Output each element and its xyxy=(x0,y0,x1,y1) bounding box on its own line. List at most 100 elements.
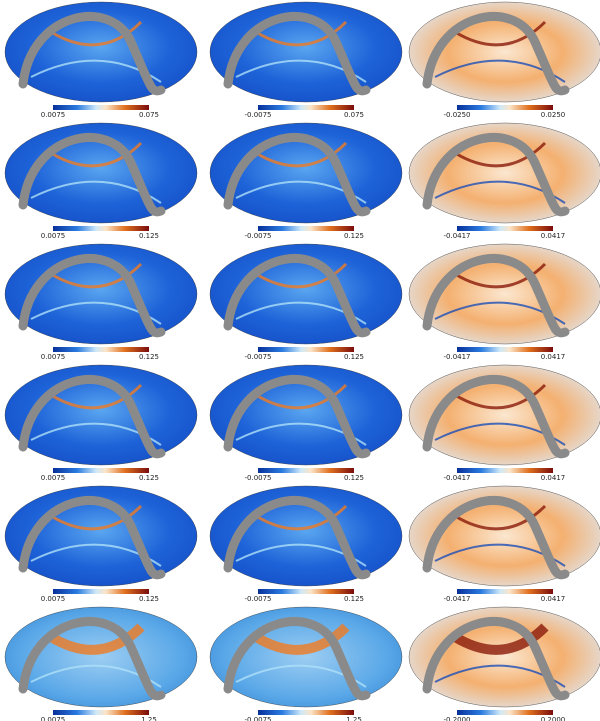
mask-arc xyxy=(223,12,371,96)
colorbar-max-label: 1.25 xyxy=(141,716,157,721)
colorbar-max-label: 0.125 xyxy=(344,474,364,482)
colorbar xyxy=(457,589,553,594)
panel: -0.0250 0.0250 xyxy=(408,1,600,119)
colorbar-min-label: -0.0075 xyxy=(244,595,271,603)
colorbar-min-label: -0.0075 xyxy=(244,474,271,482)
map-feature xyxy=(255,504,348,531)
colorbar-max-label: 0.125 xyxy=(344,353,364,361)
map-feature xyxy=(454,20,547,47)
panel: 0.0075 0.075 xyxy=(4,1,198,119)
colorbar-max-label: 0.075 xyxy=(344,111,364,119)
mask-arc xyxy=(422,12,570,96)
mask-arc xyxy=(18,496,166,580)
colorbar-min-label: -0.0417 xyxy=(443,595,470,603)
panel: -0.0075 0.125 xyxy=(209,122,403,240)
panel: -0.0075 1.25 xyxy=(209,606,403,721)
colorbar-min-label: -0.0075 xyxy=(244,353,271,361)
colorbar-min-label: -0.0417 xyxy=(443,353,470,361)
colorbar-max-label: 0.0417 xyxy=(541,474,566,482)
panel: -0.2000 0.2000 xyxy=(408,606,600,721)
colorbar-min-label: -0.0417 xyxy=(443,474,470,482)
panel: -0.0417 0.0417 xyxy=(408,243,600,361)
panel: -0.0075 0.125 xyxy=(209,243,403,361)
colorbar xyxy=(258,105,354,110)
map-feature xyxy=(48,623,145,655)
colorbar xyxy=(457,226,553,231)
map-feature xyxy=(253,623,350,655)
colorbar-min-label: 0.0075 xyxy=(41,716,66,721)
colorbar-max-label: 0.0250 xyxy=(541,111,566,119)
mask-arc xyxy=(223,375,371,459)
panel: -0.0075 0.125 xyxy=(209,364,403,482)
panel: 0.0075 0.125 xyxy=(4,364,198,482)
colorbar xyxy=(457,347,553,352)
mask-arc xyxy=(18,375,166,459)
panel: -0.0417 0.0417 xyxy=(408,485,600,603)
panel: -0.0417 0.0417 xyxy=(408,364,600,482)
colorbar xyxy=(457,468,553,473)
panel: 0.0075 0.125 xyxy=(4,485,198,603)
colorbar-max-label: 0.0417 xyxy=(541,232,566,240)
map-feature xyxy=(50,262,143,289)
map-feature xyxy=(454,504,547,531)
mask-arc xyxy=(18,12,166,96)
map-feature xyxy=(452,623,549,655)
colorbar-min-label: -0.0417 xyxy=(443,232,470,240)
colorbar-max-label: 1.25 xyxy=(346,716,362,721)
colorbar-max-label: 0.075 xyxy=(139,111,159,119)
map-feature xyxy=(50,504,143,531)
colorbar-min-label: -0.0075 xyxy=(244,232,271,240)
colorbar xyxy=(53,468,149,473)
map-feature xyxy=(50,383,143,410)
colorbar xyxy=(53,710,149,715)
colorbar-min-label: 0.0075 xyxy=(41,353,66,361)
panel: 0.0075 0.125 xyxy=(4,243,198,361)
colorbar-min-label: -0.0075 xyxy=(244,716,271,721)
mask-arc xyxy=(223,254,371,338)
colorbar xyxy=(53,105,149,110)
map-feature xyxy=(454,262,547,289)
panel: -0.0075 0.125 xyxy=(209,485,403,603)
colorbar xyxy=(258,710,354,715)
colorbar xyxy=(457,105,553,110)
map-feature xyxy=(255,383,348,410)
panel: -0.0075 0.075 xyxy=(209,1,403,119)
mask-arc xyxy=(223,617,371,701)
mask-arc xyxy=(18,617,166,701)
colorbar xyxy=(457,710,553,715)
colorbar-min-label: 0.0075 xyxy=(41,595,66,603)
colorbar-max-label: 0.125 xyxy=(344,595,364,603)
map-feature xyxy=(50,141,143,168)
map-feature xyxy=(454,141,547,168)
panel: 0.0075 1.25 xyxy=(4,606,198,721)
colorbar-max-label: 0.125 xyxy=(139,474,159,482)
colorbar xyxy=(53,589,149,594)
map-feature xyxy=(50,20,143,47)
map-feature xyxy=(255,20,348,47)
colorbar-min-label: -0.2000 xyxy=(443,716,470,721)
map-feature xyxy=(454,383,547,410)
colorbar xyxy=(53,347,149,352)
mask-arc xyxy=(223,496,371,580)
colorbar xyxy=(53,226,149,231)
mask-arc xyxy=(422,254,570,338)
colorbar xyxy=(258,347,354,352)
map-feature xyxy=(255,262,348,289)
colorbar-max-label: 0.125 xyxy=(139,353,159,361)
mask-arc xyxy=(18,133,166,217)
map-feature xyxy=(255,141,348,168)
colorbar-min-label: 0.0075 xyxy=(41,111,66,119)
colorbar-min-label: 0.0075 xyxy=(41,232,66,240)
panel: 0.0075 0.125 xyxy=(4,122,198,240)
panel: -0.0417 0.0417 xyxy=(408,122,600,240)
colorbar-min-label: -0.0075 xyxy=(244,111,271,119)
mask-arc xyxy=(422,375,570,459)
colorbar xyxy=(258,589,354,594)
colorbar-max-label: 0.2000 xyxy=(541,716,566,721)
colorbar-max-label: 0.125 xyxy=(139,595,159,603)
colorbar-min-label: 0.0075 xyxy=(41,474,66,482)
colorbar-min-label: -0.0250 xyxy=(443,111,470,119)
colorbar-max-label: 0.0417 xyxy=(541,353,566,361)
mask-arc xyxy=(18,254,166,338)
